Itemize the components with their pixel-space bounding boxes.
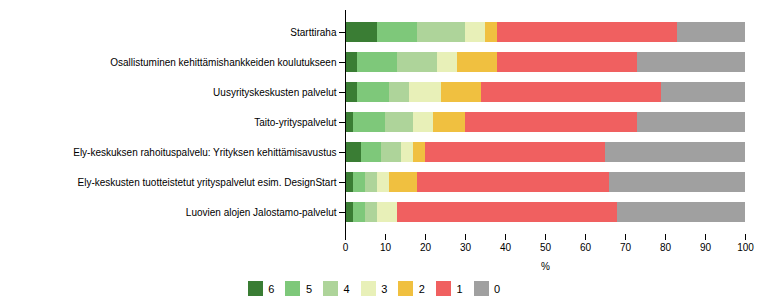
- svg-text:60: 60: [580, 242, 592, 253]
- svg-text:100: 100: [737, 242, 754, 253]
- svg-text:30: 30: [460, 242, 472, 253]
- html-text:5: 5: [305, 282, 313, 295]
- svg-text:%: %: [541, 261, 550, 272]
- svg-text:10: 10: [380, 242, 392, 253]
- html-text:1: 1: [456, 282, 463, 295]
- html-text:6: 6: [268, 282, 275, 295]
- svg-text:70: 70: [620, 242, 632, 253]
- svg-text:Ely-keskuksen rahoituspalvelu:: Ely-keskuksen rahoituspalvelu: Yrityksen…: [73, 147, 336, 158]
- svg-text:Osallistuminen kehittämishankk: Osallistuminen kehittämishankkeiden koul…: [110, 57, 336, 68]
- svg-text:Luovien alojen Jalostamo-palve: Luovien alojen Jalostamo-palvelut: [186, 207, 337, 218]
- svg-text:20: 20: [420, 242, 432, 253]
- html-text:0: 0: [494, 282, 501, 295]
- svg-text:Starttiraha: Starttiraha: [290, 27, 337, 38]
- svg-text:0: 0: [343, 242, 349, 253]
- svg-text:80: 80: [660, 242, 672, 253]
- svg-text:Ely-keskusten tuotteistetut yr: Ely-keskusten tuotteistetut yrityspalvel…: [78, 177, 337, 188]
- svg-text:Taito-yrityspalvelut: Taito-yrityspalvelut: [254, 117, 336, 128]
- svg-text:90: 90: [700, 242, 712, 253]
- svg-text:50: 50: [540, 242, 552, 253]
- html-text:3: 3: [381, 282, 388, 295]
- svg-text:Uusyrityskeskusten palvelut: Uusyrityskeskusten palvelut: [213, 87, 337, 98]
- html-text:4: 4: [343, 282, 350, 295]
- html-text:2: 2: [418, 282, 425, 295]
- svg-text:40: 40: [500, 242, 512, 253]
